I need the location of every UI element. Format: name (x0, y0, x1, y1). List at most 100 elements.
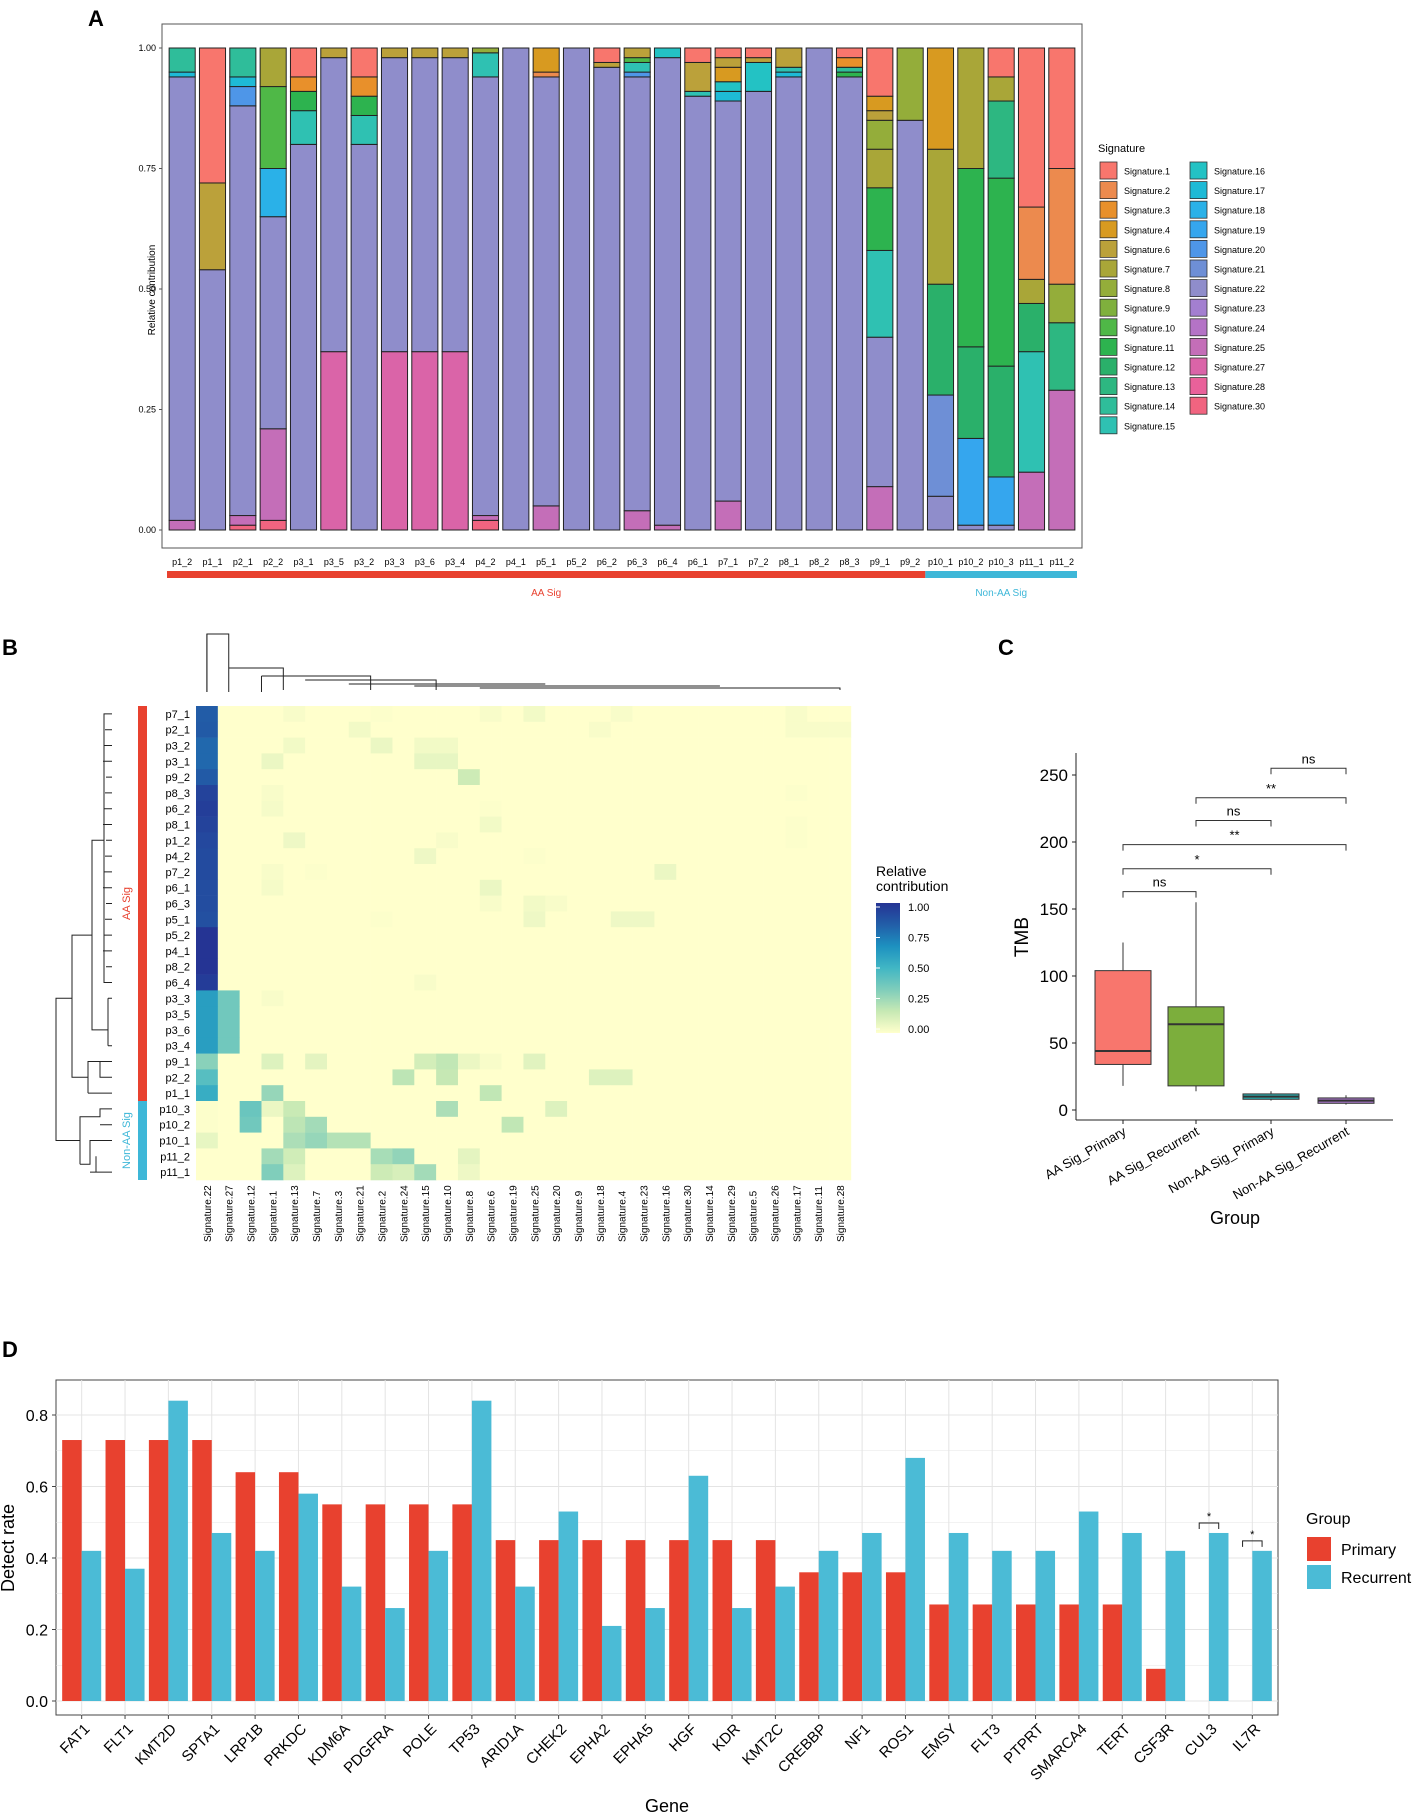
heatmap-cell (457, 927, 481, 944)
top-dendrogram (206, 633, 230, 692)
heatmap-cell (217, 816, 240, 833)
heatmap-cell (785, 1037, 808, 1054)
heatmap-cell (479, 1006, 502, 1023)
heatmap-cell (479, 958, 502, 975)
heatmap-cell (829, 737, 852, 754)
bar-recurrent (168, 1400, 188, 1701)
heatmap-cell (829, 990, 852, 1007)
heatmap-cell (239, 1006, 262, 1023)
bar-segment (623, 61, 651, 73)
heatmap-cell (501, 864, 524, 881)
legend-swatch (1099, 181, 1118, 200)
y-tick-label: 150 (1040, 900, 1068, 919)
heatmap-cell (785, 785, 808, 802)
significance-bracket (1122, 868, 1272, 875)
x-tick-label: p10_1 (928, 557, 953, 567)
heatmap-cell (457, 974, 481, 991)
x-tick-label: p10_2 (958, 557, 983, 567)
heatmap-cell (239, 1053, 262, 1070)
heatmap-cell (457, 1116, 481, 1133)
heatmap-cell (829, 1022, 852, 1039)
heatmap-cell (261, 1006, 284, 1023)
heatmap-cell (567, 927, 590, 944)
heatmap-cell (785, 1116, 808, 1133)
legend-swatch (1099, 259, 1118, 278)
panel-label-c: C (998, 635, 1014, 660)
x-tick-label: p1_2 (172, 557, 192, 567)
heatmap-cell (741, 895, 764, 912)
y-tick-label: 0.25 (138, 405, 156, 415)
heatmap-cell (414, 1101, 437, 1118)
bar-primary (885, 1572, 906, 1701)
legend-swatch (1189, 357, 1208, 376)
bar-recurrent (81, 1550, 102, 1701)
heatmap-cell (261, 1022, 284, 1039)
heatmap-cell (457, 1101, 481, 1118)
heatmap-cell (545, 974, 568, 991)
heatmap-cell (239, 721, 262, 738)
heatmap-cell (829, 721, 852, 738)
bar-segment (744, 57, 773, 63)
heatmap-cell (283, 816, 306, 833)
heatmap-cell (719, 1148, 743, 1165)
heatmap-cell (719, 1069, 743, 1086)
heatmap-cell (719, 848, 743, 865)
heatmap-cell (305, 958, 328, 975)
bar-primary (972, 1604, 993, 1701)
heatmap-cell (785, 943, 808, 960)
heatmap-cell (457, 706, 481, 723)
heatmap-cell (392, 1101, 415, 1118)
heatmap-cell (217, 1148, 240, 1165)
heatmap-cell (305, 943, 328, 960)
heatmap-cell (588, 769, 612, 786)
heatmap-cell (217, 1037, 240, 1054)
heatmap-cell (654, 1085, 677, 1102)
heatmap-cell (239, 1037, 262, 1054)
heatmap-cell (698, 879, 721, 896)
heatmap-cell (698, 848, 721, 865)
heatmap-cell (457, 879, 481, 896)
heatmap-cell (479, 864, 502, 881)
heatmap-cell (283, 1116, 306, 1133)
bar-segment (1017, 278, 1046, 304)
heatmap-cell (239, 911, 262, 928)
heatmap-cell (370, 706, 393, 723)
heatmap-cell (392, 990, 415, 1007)
heatmap-cell (217, 706, 240, 723)
heatmap-cell (610, 1132, 633, 1149)
heatmap-cell (196, 990, 219, 1007)
heatmap-cell (719, 958, 743, 975)
x-axis-title: Gene (645, 1796, 689, 1815)
heatmap-cell (370, 737, 393, 754)
heatmap-cell (545, 832, 568, 849)
heatmap-cell (763, 800, 786, 817)
heatmap-cell (632, 816, 655, 833)
bar-recurrent (515, 1586, 535, 1701)
x-tick-label: LRP1B (221, 1721, 267, 1767)
bar-segment (289, 90, 318, 112)
heatmap-cell (698, 1164, 721, 1181)
x-tick-label: p11_2 (1050, 557, 1074, 567)
heatmap-cell (829, 879, 852, 896)
bar-primary (1102, 1604, 1123, 1701)
heatmap-cell (283, 943, 306, 960)
heatmap-cell (741, 879, 764, 896)
bar-segment (259, 216, 287, 430)
panel-label-d: D (2, 1337, 18, 1362)
heatmap-cell (567, 974, 590, 991)
column-label: Signature.1 (268, 1190, 279, 1242)
heatmap-cell (588, 1006, 612, 1023)
x-tick-label: p2_1 (233, 557, 253, 567)
heatmap-cell (196, 1022, 219, 1039)
heatmap-cell (370, 785, 393, 802)
heatmap-cell (807, 848, 830, 865)
box (1094, 970, 1152, 1065)
heatmap-cell (239, 879, 262, 896)
heatmap-cell (567, 785, 590, 802)
heatmap-cell (217, 1069, 240, 1086)
heatmap-cell (217, 1022, 240, 1039)
heatmap-cell (632, 1022, 655, 1039)
y-tick-label: 0.2 (26, 1623, 48, 1640)
heatmap-cell (283, 879, 306, 896)
heatmap-cell (588, 785, 612, 802)
